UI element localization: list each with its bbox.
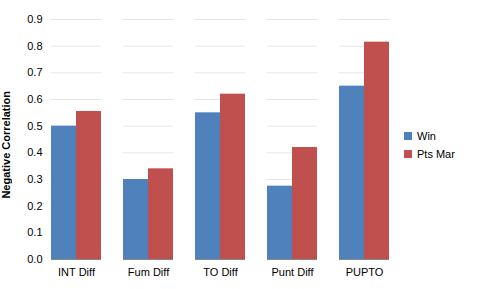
- svg-text:0.9: 0.9: [27, 13, 42, 25]
- svg-text:INT Diff: INT Diff: [58, 266, 96, 278]
- svg-text:0.1: 0.1: [27, 226, 42, 238]
- svg-text:0.7: 0.7: [27, 66, 42, 78]
- html-text:Pts Mar: Pts Mar: [417, 147, 455, 160]
- svg-text:0.8: 0.8: [27, 39, 42, 51]
- svg-text:0.0: 0.0: [27, 253, 42, 265]
- html-text:Win: Win: [417, 129, 436, 142]
- html-text:Negative Correlation: Negative Correlation: [0, 90, 12, 199]
- svg-text:TO Diff: TO Diff: [203, 266, 238, 278]
- svg-text:0.3: 0.3: [27, 173, 42, 185]
- svg-text:0.4: 0.4: [27, 146, 42, 158]
- svg-text:0.6: 0.6: [27, 93, 42, 105]
- svg-text:0.2: 0.2: [27, 199, 42, 211]
- svg-text:Fum Diff: Fum Diff: [128, 266, 170, 278]
- svg-text:Punt Diff: Punt Diff: [272, 266, 315, 278]
- svg-text:0.5: 0.5: [27, 119, 42, 131]
- svg-text:PUPTO: PUPTO: [346, 266, 384, 278]
